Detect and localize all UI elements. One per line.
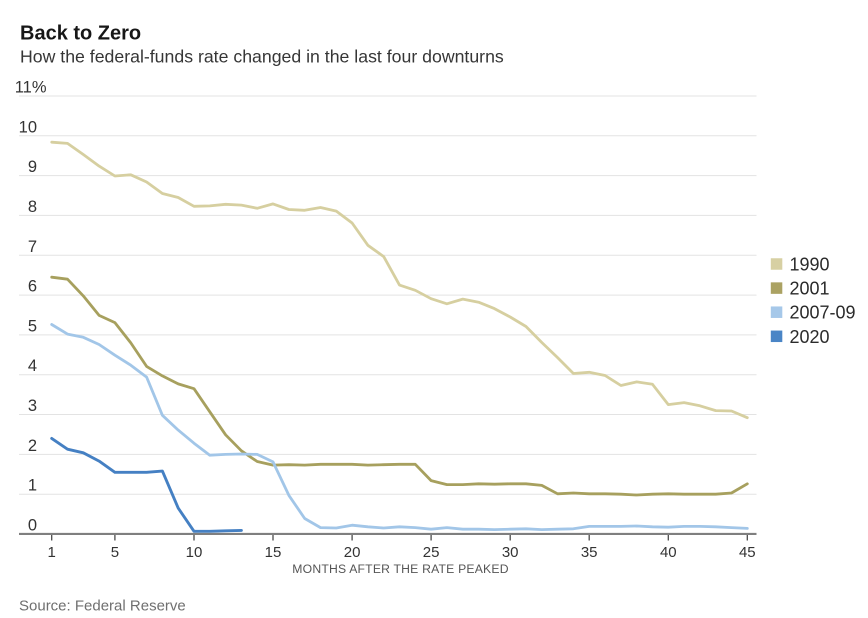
- svg-text:6: 6: [28, 278, 37, 296]
- svg-text:15: 15: [265, 544, 282, 561]
- svg-text:How the federal-funds rate cha: How the federal-funds rate changed in th…: [20, 47, 504, 67]
- svg-text:2: 2: [28, 437, 37, 455]
- svg-text:35: 35: [581, 544, 598, 561]
- svg-text:25: 25: [423, 544, 440, 561]
- svg-text:3: 3: [28, 397, 37, 415]
- svg-text:1: 1: [28, 477, 37, 495]
- svg-text:7: 7: [28, 238, 37, 256]
- svg-text:4: 4: [28, 357, 37, 375]
- svg-text:9: 9: [28, 158, 37, 176]
- svg-text:5: 5: [111, 544, 119, 561]
- svg-text:10: 10: [19, 118, 37, 136]
- svg-text:1990: 1990: [790, 255, 830, 275]
- svg-text:20: 20: [344, 544, 361, 561]
- svg-text:2001: 2001: [790, 279, 830, 299]
- svg-text:5: 5: [28, 317, 37, 335]
- svg-text:2020: 2020: [790, 327, 830, 347]
- svg-text:40: 40: [660, 544, 677, 561]
- svg-text:0: 0: [28, 517, 37, 535]
- svg-text:1: 1: [48, 544, 56, 561]
- svg-text:2007-09: 2007-09: [790, 303, 856, 323]
- svg-text:11%: 11%: [15, 79, 47, 97]
- svg-text:Source: Federal Reserve: Source: Federal Reserve: [19, 598, 186, 614]
- svg-text:10: 10: [186, 544, 203, 561]
- svg-text:Back to Zero: Back to Zero: [20, 23, 141, 45]
- svg-text:30: 30: [502, 544, 519, 561]
- svg-text:MONTHS AFTER THE RATE PEAKED: MONTHS AFTER THE RATE PEAKED: [292, 562, 508, 576]
- svg-text:8: 8: [28, 198, 37, 216]
- svg-text:45: 45: [739, 544, 756, 561]
